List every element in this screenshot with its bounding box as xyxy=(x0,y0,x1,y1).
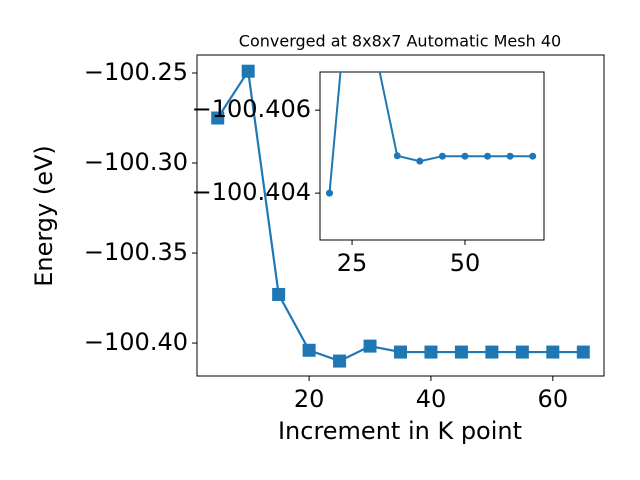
marker xyxy=(484,152,492,160)
x-tick-label: 40 xyxy=(416,385,447,413)
marker xyxy=(506,152,514,160)
series xyxy=(325,72,537,197)
x-tick-label: 60 xyxy=(538,385,569,413)
marker xyxy=(529,152,537,160)
x-tick-label: 50 xyxy=(450,249,481,277)
marker xyxy=(515,345,529,359)
marker xyxy=(272,287,286,301)
marker xyxy=(211,111,225,125)
y-axis-label: Energy (eV) xyxy=(30,145,58,287)
marker xyxy=(241,64,255,78)
marker xyxy=(363,339,377,353)
marker xyxy=(461,152,469,160)
y-tick-label: −100.40 xyxy=(84,328,188,356)
marker xyxy=(424,345,438,359)
marker xyxy=(438,152,446,160)
marker xyxy=(416,157,424,165)
marker xyxy=(454,345,468,359)
marker xyxy=(485,345,499,359)
y-tick-label: −100.404 xyxy=(192,178,311,206)
marker xyxy=(393,152,401,160)
line xyxy=(328,72,533,194)
marker xyxy=(546,345,560,359)
y-tick-label: −100.25 xyxy=(84,58,188,86)
chart-title: Converged at 8x8x7 Automatic Mesh 40 xyxy=(239,32,561,51)
y-tick-label: −100.35 xyxy=(84,238,188,266)
y-tick-label: −100.406 xyxy=(192,95,311,123)
marker xyxy=(333,354,347,368)
marker xyxy=(394,345,407,359)
x-tick-label: 25 xyxy=(337,249,368,277)
marker xyxy=(576,345,590,359)
marker xyxy=(302,343,316,357)
y-tick-label: −100.30 xyxy=(84,148,188,176)
marker xyxy=(325,189,333,197)
series xyxy=(211,64,590,368)
x-axis-label: Increment in K point xyxy=(278,417,522,445)
x-tick-label: 20 xyxy=(294,385,325,413)
